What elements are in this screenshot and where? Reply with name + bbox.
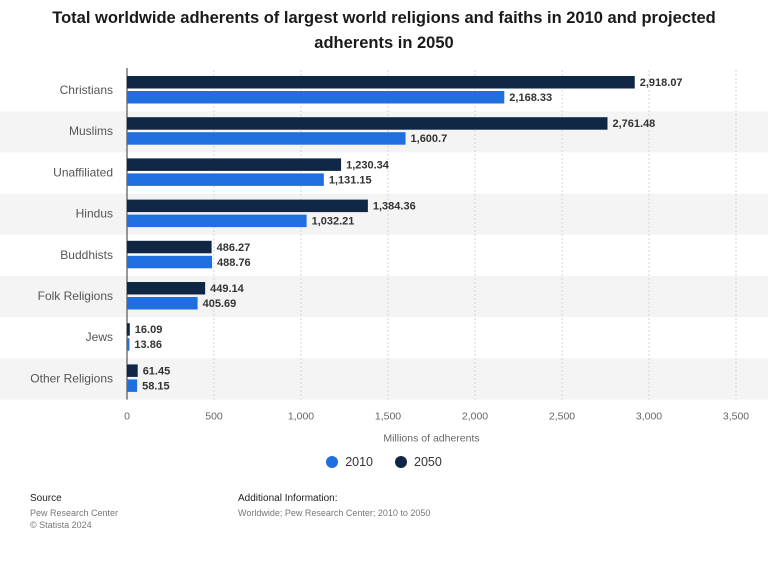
row-bands xyxy=(0,111,768,400)
data-label-2050: 486.27 xyxy=(217,242,251,254)
legend-item-2010[interactable]: 2010 xyxy=(326,455,373,469)
bar-2050[interactable] xyxy=(127,364,138,377)
additional-info-heading: Additional Information: xyxy=(238,493,338,504)
row-band xyxy=(0,358,768,400)
legend-marker-2010 xyxy=(326,456,339,468)
bar-2050[interactable] xyxy=(127,323,130,336)
bar-2010[interactable] xyxy=(127,91,505,104)
bar-2050[interactable] xyxy=(127,117,608,130)
additional-info-text: Worldwide; Pew Research Center; 2010 to … xyxy=(238,508,431,518)
legend-label-2050: 2050 xyxy=(414,455,442,469)
x-tick-label: 3,500 xyxy=(723,411,749,423)
category-label: Hindus xyxy=(76,207,113,221)
bar-2050[interactable] xyxy=(127,158,342,171)
x-tick-label: 0 xyxy=(124,411,130,423)
source-block: Source Pew Research Center © Statista 20… xyxy=(30,493,118,531)
category-label: Buddhists xyxy=(60,248,113,262)
bar-2010[interactable] xyxy=(127,173,324,186)
data-label-2010: 1,032.21 xyxy=(312,216,355,228)
bar-2050[interactable] xyxy=(127,76,635,89)
x-tick-label: 2,000 xyxy=(462,411,488,423)
additional-info-block: Additional Information: Worldwide; Pew R… xyxy=(238,493,430,519)
bar-2050[interactable] xyxy=(127,282,206,295)
category-label: Jews xyxy=(86,330,113,344)
x-tick-label: 1,000 xyxy=(288,411,314,423)
legend-marker-2050 xyxy=(395,456,407,468)
data-label-2050: 2,761.48 xyxy=(612,118,655,130)
legend: 2010 2050 xyxy=(0,455,768,469)
chart-title: Total worldwide adherents of largest wor… xyxy=(52,9,716,52)
data-label-2010: 1,600.7 xyxy=(411,133,448,145)
x-tick-label: 3,000 xyxy=(636,411,662,423)
bar-2010[interactable] xyxy=(127,132,406,145)
row-band xyxy=(0,276,768,318)
category-label: Muslims xyxy=(69,124,113,138)
legend-label-2010: 2010 xyxy=(345,455,373,469)
bar-2050[interactable] xyxy=(127,199,368,213)
data-label-2050: 1,384.36 xyxy=(373,201,416,213)
data-label-2010: 405.69 xyxy=(203,298,237,310)
category-labels: Christians Muslims Unaffiliated Hindus Buddh… xyxy=(30,83,113,385)
bars: 2,918.07 2,168.33 2,761.48 1,600.7 1,230.34 1… xyxy=(127,76,683,392)
bar-2050[interactable] xyxy=(127,240,212,254)
x-tick-label: 500 xyxy=(205,411,223,423)
data-label-2010: 2,168.33 xyxy=(509,92,552,104)
data-label-2010: 13.86 xyxy=(134,339,162,351)
category-label: Unaffiliated xyxy=(53,165,113,179)
data-label-2050: 1,230.34 xyxy=(346,159,390,171)
data-label-2050: 16.09 xyxy=(135,324,163,336)
bar-2010[interactable] xyxy=(127,338,130,351)
x-tick-labels: 0 500 1,000 1,500 2,000 2,500 3,000 3,500 xyxy=(124,411,749,423)
category-label: Christians xyxy=(60,83,113,97)
copyright-line: © Statista 2024 xyxy=(30,520,92,530)
data-label-2010: 488.76 xyxy=(217,257,251,269)
category-label: Folk Religions xyxy=(38,289,113,303)
bar-2010[interactable] xyxy=(127,255,213,269)
data-label-2010: 58.15 xyxy=(142,380,170,392)
category-label: Other Religions xyxy=(30,371,113,385)
bar-chart: 2,918.07 2,168.33 2,761.48 1,600.7 1,230.34 1… xyxy=(0,68,768,445)
data-label-2050: 449.14 xyxy=(210,283,245,295)
data-label-2050: 2,918.07 xyxy=(640,77,683,89)
x-tick-label: 2,500 xyxy=(549,411,575,423)
bar-2010[interactable] xyxy=(127,214,307,228)
data-label-2050: 61.45 xyxy=(143,365,171,377)
x-axis-title: Millions of adherents xyxy=(383,433,479,445)
legend-item-2050[interactable]: 2050 xyxy=(395,455,442,469)
x-tick-label: 1,500 xyxy=(375,411,401,423)
source-heading: Source xyxy=(30,493,62,504)
bar-2010[interactable] xyxy=(127,297,198,310)
bar-2010[interactable] xyxy=(127,379,138,392)
data-label-2010: 1,131.15 xyxy=(329,174,372,186)
source-line[interactable]: Pew Research Center xyxy=(30,508,119,518)
